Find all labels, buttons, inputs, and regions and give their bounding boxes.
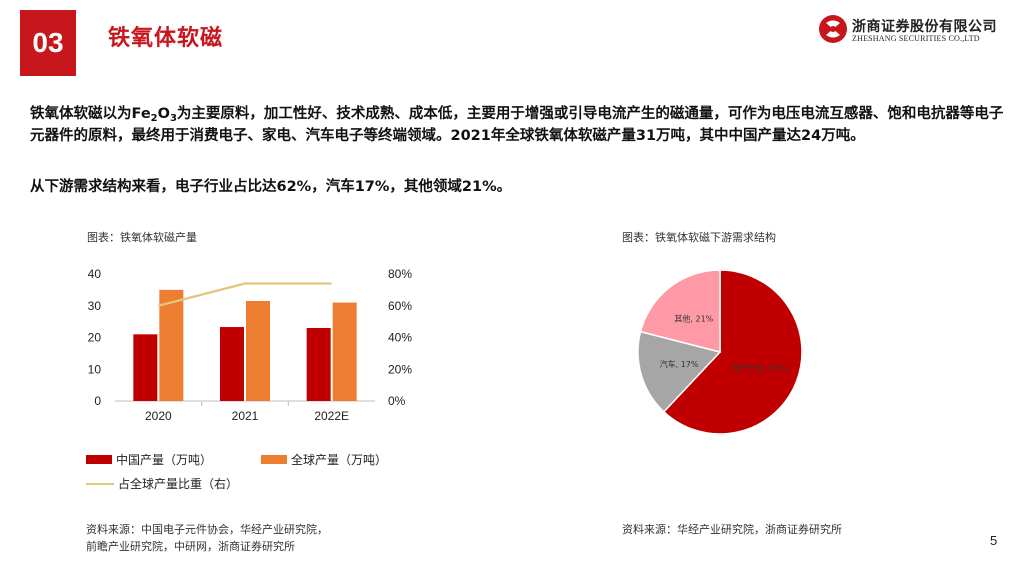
y-tick-label: 10 <box>88 362 102 376</box>
legend-item-ratio: 占全球产量比重（右） <box>86 475 238 492</box>
left-chart-caption: 图表：铁氧体软磁产量 <box>87 231 197 244</box>
company-name-en: ZHESHANG SECURITIES CO.,LTD <box>852 34 980 43</box>
production-bar-chart: 0 10 20 30 40 0% 20% 40% 60% 80% 2020 2021 2022E <box>88 267 413 423</box>
pie-label-electronics: 电子行业, 62% <box>732 363 787 373</box>
right-chart-source: 资料来源：华经产业研究院，浙商证券研究所 <box>622 523 842 536</box>
bar-global <box>332 302 357 401</box>
ratio-line <box>158 282 332 307</box>
intro-paragraph: 铁氧体软磁以为Fe2O3为主要原料，加工性好、技术成熟、成本低，主要用于增强或引… <box>30 106 1004 144</box>
legend-label-global: 全球产量（万吨） <box>291 453 388 467</box>
legend-label-china: 中国产量（万吨） <box>116 453 213 467</box>
bar-china <box>220 327 244 401</box>
legend-swatch-global <box>261 455 287 464</box>
left-chart-source: 资料来源：中国电子元件协会，华经产业研究院， 前瞻产业研究院，中研网，浙商证券研… <box>86 523 328 553</box>
bar-china <box>133 334 158 401</box>
company-logo-icon <box>819 15 847 43</box>
section-number-badge: 03 <box>20 10 76 76</box>
pie-slice-electronics <box>662 269 803 435</box>
page-title: 铁氧体软磁 <box>108 26 224 51</box>
y2-tick-label: 80% <box>388 267 412 281</box>
pie-slice-auto <box>637 330 722 413</box>
y2-tick-label: 20% <box>388 362 412 376</box>
bar-china <box>306 327 331 401</box>
y2-tick-label: 40% <box>388 331 412 345</box>
x-tick-label: 2020 <box>145 409 172 423</box>
demand-pie-chart: 电子行业, 62% 汽车, 17% 其他, 21% <box>637 269 803 435</box>
x-tick-label: 2022E <box>314 409 349 423</box>
demand-structure-paragraph: 从下游需求结构来看，电子行业占比达62%，汽车17%，其他领域21%。 <box>30 179 512 195</box>
bar-global <box>159 289 184 401</box>
company-logo: 浙商证券股份有限公司 ZHESHANG SECURITIES CO.,LTD <box>818 14 1003 48</box>
bar-global <box>246 300 270 401</box>
x-tick-label: 2021 <box>232 409 259 423</box>
y-tick-label: 0 <box>94 394 101 408</box>
y-tick-label: 40 <box>88 267 102 281</box>
legend-item-china: 中国产量（万吨） <box>86 451 212 468</box>
legend-label-ratio: 占全球产量比重（右） <box>118 477 239 491</box>
pie-label-auto: 汽车, 17% <box>660 359 699 369</box>
pie-label-other: 其他, 21% <box>674 313 713 323</box>
y2-tick-label: 0% <box>388 394 406 408</box>
section-number: 03 <box>32 27 64 58</box>
y-tick-label: 30 <box>88 299 102 313</box>
legend-swatch-china <box>86 455 112 464</box>
legend-swatch-ratio <box>86 482 114 485</box>
company-name-cn: 浙商证券股份有限公司 <box>852 19 997 35</box>
right-chart-caption: 图表：铁氧体软磁下游需求结构 <box>622 231 776 244</box>
legend-item-global: 全球产量（万吨） <box>261 451 387 468</box>
pie-slice-other <box>639 269 721 353</box>
page-number: 5 <box>990 533 998 548</box>
y2-tick-label: 60% <box>388 299 412 313</box>
y-tick-label: 20 <box>88 331 102 345</box>
